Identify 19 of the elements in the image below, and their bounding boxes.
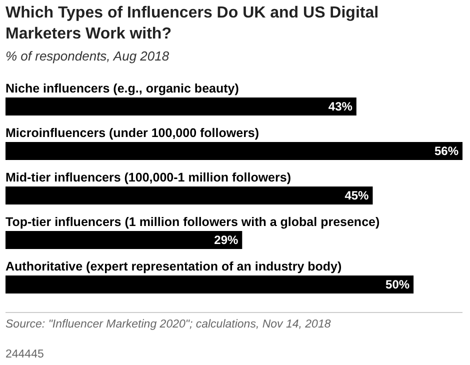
- bar: [6, 186, 373, 204]
- data-label: 43%: [328, 100, 353, 114]
- y-tick-label: Microinfluencers (under 100,000 followers): [6, 126, 260, 140]
- chart-title: Which Types of Influencers Do UK and US Digital Marketers Work with?: [6, 4, 379, 42]
- source-note: Source: "Influencer Marketing 2020"; calculations, Nov 14, 2018: [6, 318, 332, 330]
- y-tick-label: Niche influencers (e.g., organic beauty): [6, 82, 239, 96]
- bar: [6, 231, 242, 249]
- chart-subtitle: % of respondents, Aug 2018: [6, 48, 170, 64]
- data-label: 29%: [214, 233, 238, 247]
- data-label: 50%: [386, 278, 410, 292]
- bar: [6, 276, 414, 294]
- y-tick-label: Top-tier influencers (1 million followers with a global presence): [6, 215, 380, 229]
- bar: [6, 98, 356, 116]
- y-tick-label: Mid-tier influencers (100,000-1 million followers): [6, 170, 291, 184]
- y-tick-label: Authoritative (expert representation of an industry body): [6, 260, 342, 274]
- text: 244445: [6, 348, 44, 360]
- data-label: 56%: [434, 144, 459, 158]
- data-label: 45%: [344, 188, 370, 202]
- bar: [6, 142, 462, 160]
